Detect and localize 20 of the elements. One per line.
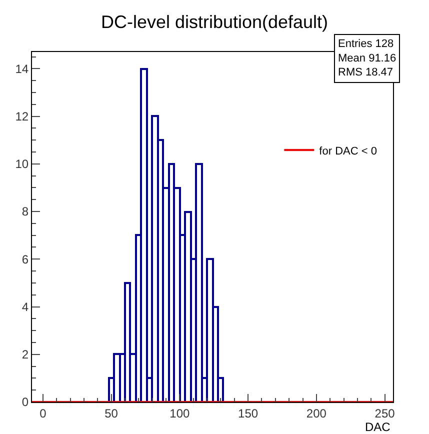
- x-tick-label: 50: [104, 406, 118, 420]
- x-tick-label: 0: [40, 406, 47, 420]
- x-tick-label: 100: [170, 406, 190, 420]
- y-tick-label: 12: [15, 109, 29, 124]
- y-tick-label: 14: [15, 62, 29, 76]
- x-tick-label: 150: [238, 406, 258, 420]
- legend-label: for DAC < 0: [319, 145, 377, 158]
- x-axis-title: DAC: [365, 420, 391, 434]
- y-tick-label: 6: [22, 252, 29, 266]
- y-tick-label: 10: [15, 157, 29, 172]
- y-tick-label: 8: [22, 204, 29, 219]
- annotation: Mean 91.16: [338, 52, 396, 64]
- y-tick-label: 0: [22, 395, 29, 410]
- x-tick-label: 250: [374, 406, 396, 420]
- y-tick-label: 4: [22, 300, 29, 314]
- y-tick-label: 2: [22, 348, 29, 362]
- text: Entries 128: [338, 38, 394, 50]
- annotation: RMS 18.47: [338, 66, 394, 79]
- x-tick-label: 200: [306, 406, 327, 420]
- chart-title: DC-level distribution(default): [100, 12, 328, 32]
